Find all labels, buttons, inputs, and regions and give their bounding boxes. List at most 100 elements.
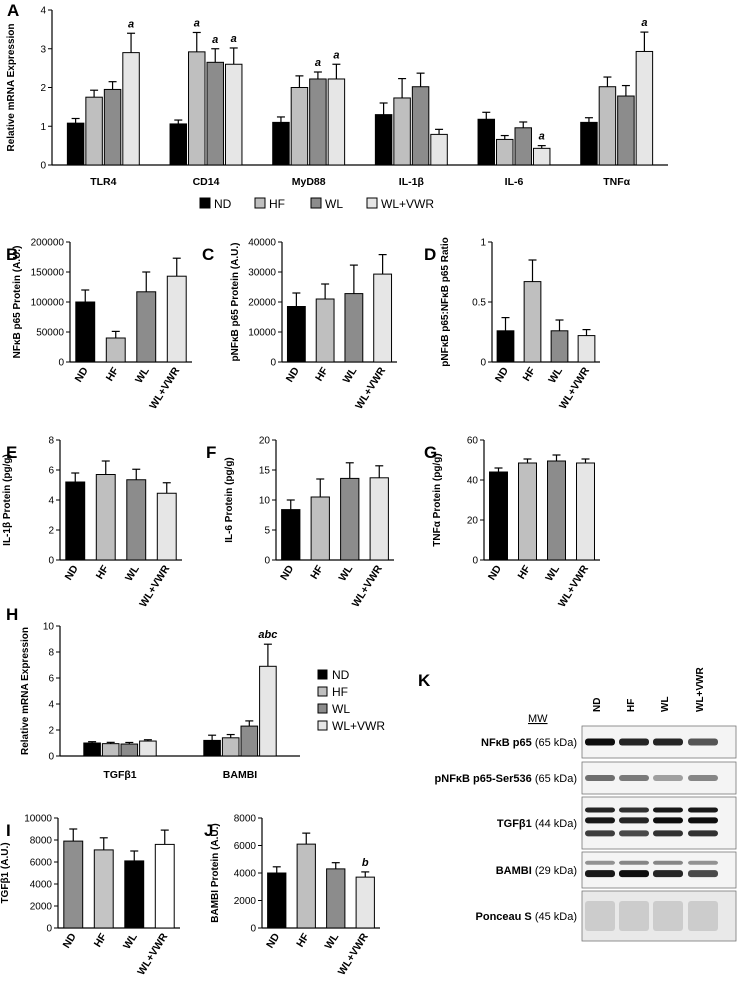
panel-i-y-tick-label: 0 xyxy=(46,924,52,935)
panel-e-y-tick-label: 2 xyxy=(48,526,54,537)
panel-a-category-label: IL-1β xyxy=(399,176,425,188)
blot-lane-label-hf: HF xyxy=(626,699,637,712)
panel-h-y-tick-label: 6 xyxy=(48,674,54,685)
panel-j-y-tick-label: 2000 xyxy=(234,896,257,907)
blot-band xyxy=(585,738,615,746)
panel-j-x-tick-label: ND xyxy=(264,931,282,951)
panel-i-x-tick-label: WL+VWR xyxy=(135,931,170,978)
panel-h-y-tick-label: 0 xyxy=(48,752,54,763)
panel-a-category-label: MyD88 xyxy=(292,176,326,188)
panel-f-y-tick-label: 15 xyxy=(259,466,271,477)
panel-g-y-tick-label: 60 xyxy=(467,436,479,447)
blot-row-label-nf-b-p65: NFκB p65 (65 kDa) xyxy=(481,737,577,749)
blot-band xyxy=(688,901,718,931)
panel-c-y-label: pNFκB p65 Protein (A.U.) xyxy=(230,243,241,362)
blot-band xyxy=(688,870,718,878)
panel-a-bar-myd88-hf xyxy=(290,87,309,166)
blot-row-label-bambi: BAMBI (29 kDa) xyxy=(496,865,577,877)
panel-a-bar-tlr4-nd xyxy=(66,122,85,166)
panel-g-bar-wl-vwr xyxy=(576,462,595,561)
panel-g-x-tick-label: HF xyxy=(515,563,533,582)
panel-i-bar-wl-vwr xyxy=(154,843,175,929)
panel-b-bar-wl xyxy=(136,291,157,363)
panel-a-bar-tlr4-wl xyxy=(103,88,122,166)
panel-h-bar-bambi-wl xyxy=(240,725,259,757)
blot-mw-label: MW xyxy=(528,713,548,725)
panel-f-x-tick-label: ND xyxy=(278,563,296,583)
blot-band xyxy=(585,870,615,878)
panel-a-bar-tlr4-wl-vwr xyxy=(122,52,140,166)
blot-band xyxy=(619,901,649,931)
panel-b-bar-hf xyxy=(105,337,126,363)
blot-band xyxy=(619,860,649,865)
panel-a-bar-il-6-wl-vwr xyxy=(532,147,551,166)
panel-h-y-tick-label: 2 xyxy=(48,726,54,737)
panel-g-y-label: TNFα Protein (pg/g) xyxy=(432,453,443,546)
legend-h-label-wl: WL xyxy=(332,702,350,716)
panel-h-category-label: BAMBI xyxy=(223,769,257,781)
panel-b-x-tick-label: ND xyxy=(73,365,91,385)
panel-h-bar-tgf-1-nd xyxy=(83,742,101,757)
panel-j-bar-nd xyxy=(267,872,287,929)
panel-a-bar-myd88-nd xyxy=(272,121,290,166)
panel-a-bar-cd14-wl-vwr xyxy=(224,63,243,166)
panel-h-y-tick-label: 10 xyxy=(43,622,55,633)
legend-h-swatch-nd xyxy=(317,669,328,680)
legend-label-nd: ND xyxy=(214,197,232,211)
blot-band xyxy=(619,817,649,824)
panel-b-y-tick-label: 50000 xyxy=(36,328,64,339)
panel-h-y-tick-label: 4 xyxy=(48,700,54,711)
blot-lane-label-wl-vwr: WL+VWR xyxy=(695,667,706,712)
panel-a-bar-il-1-wl-vwr xyxy=(430,133,448,166)
blot-row-label-ponceau-s: Ponceau S (45 kDa) xyxy=(476,911,577,923)
panel-k-letter: K xyxy=(418,671,431,690)
panel-h-y-tick-label: 8 xyxy=(48,648,54,659)
panel-b-y-tick-label: 200000 xyxy=(31,238,65,249)
panel-c-bar-wl xyxy=(344,293,364,363)
panel-a-bar-il-6-wl xyxy=(514,127,532,166)
panel-a-bar-myd88-wl-vwr xyxy=(327,78,346,166)
panel-e-x-tick-label: ND xyxy=(63,563,81,583)
panel-e-bar-wl-vwr xyxy=(156,492,177,561)
legend-h-label-nd: ND xyxy=(332,668,350,682)
panel-j-y-tick-label: 8000 xyxy=(234,814,257,825)
panel-a-category-label: CD14 xyxy=(193,176,220,188)
panel-a-bar-il-6-nd xyxy=(477,118,496,166)
panel-j: J 0 2000 4000 6000 8000 BAMBI Protein (A.U.) ND… xyxy=(204,814,380,977)
blot-band xyxy=(619,830,649,837)
panel-j-x-tick-label: HF xyxy=(294,931,312,950)
panel-i-y-label: TGFβ1 (A.U.) xyxy=(0,842,11,903)
panel-f-bar-nd xyxy=(281,509,301,561)
panel-i-y-tick-label: 6000 xyxy=(30,858,53,869)
legend-h-swatch-wl-vwr xyxy=(317,720,328,731)
panel-f-bar-hf xyxy=(310,496,330,561)
blot-band xyxy=(653,901,683,931)
panel-b-y-tick-label: 150000 xyxy=(31,268,65,279)
blot-row-mw: (45 kDa) xyxy=(535,911,577,923)
panel-a-significance-label: a xyxy=(641,17,647,29)
panel-a-bar-il-6-hf xyxy=(496,138,514,166)
panel-g-bar-hf xyxy=(518,462,537,561)
blot-row-mw: (29 kDa) xyxy=(535,865,577,877)
panel-i-x-tick-label: WL xyxy=(121,931,140,952)
legend-h-swatch-wl xyxy=(317,703,328,714)
panel-a-bar-myd88-wl xyxy=(309,78,327,166)
blot-row-name: TGFβ1 xyxy=(497,818,535,830)
panel-a-y-tick-label: 1 xyxy=(40,122,46,133)
panel-g-x-tick-label: ND xyxy=(486,563,504,583)
blot-band xyxy=(585,775,615,781)
panel-a-bar-il-1-nd xyxy=(374,114,393,166)
legend-h: ND HF WL WL+VWR xyxy=(317,668,385,733)
blot-band xyxy=(688,860,718,865)
panel-i-y-tick-label: 8000 xyxy=(30,836,53,847)
panel-e-y-label: IL-1β Protein (pg/g) xyxy=(2,454,13,546)
panel-e-bar-nd xyxy=(65,481,86,561)
blot-strip-bambi xyxy=(581,851,737,889)
panel-i-letter: I xyxy=(6,821,11,840)
panel-c-letter: C xyxy=(202,245,214,264)
blot-row-mw: (65 kDa) xyxy=(535,773,577,785)
panel-d-bar-nd xyxy=(496,330,515,363)
panel-a-significance-label: a xyxy=(315,57,321,69)
